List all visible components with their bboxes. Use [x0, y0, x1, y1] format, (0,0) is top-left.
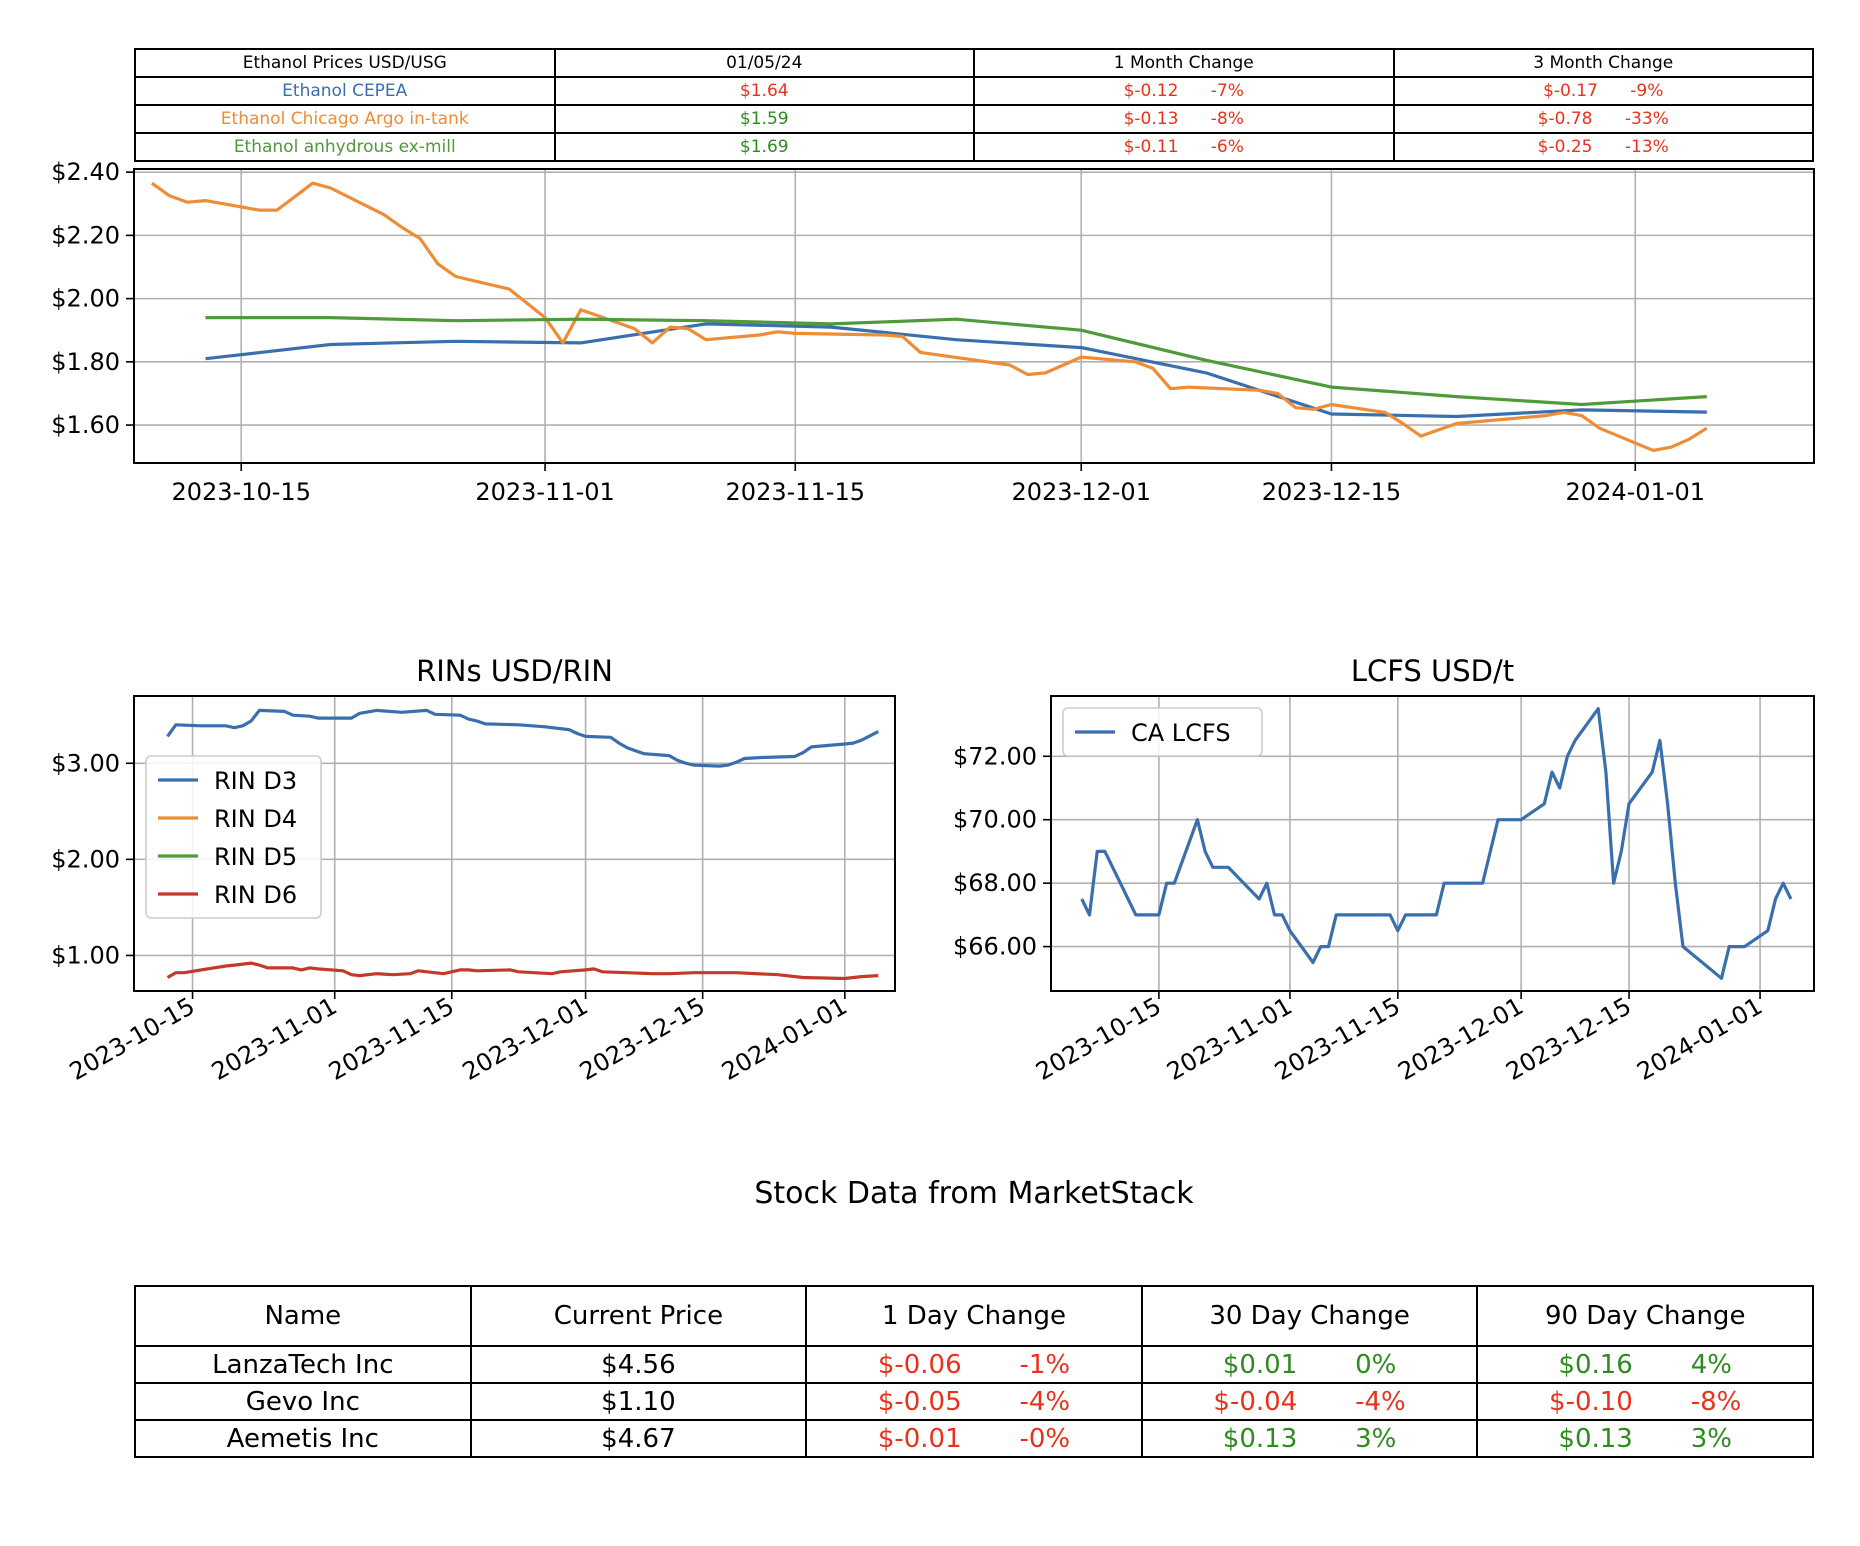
x-tick-label: 2023-10-15 — [65, 992, 200, 1086]
ethanol-row-price: $1.69 — [553, 132, 975, 162]
legend: RIN D3 RIN D4 RIN D5 RIN D6 — [145, 755, 322, 919]
table-row: Ethanol anhydrous ex-mill $1.69 $-0.11 -… — [134, 132, 1814, 162]
ethanol-row-1m-change: $-0.13 -8% — [973, 104, 1395, 134]
legend-box — [1062, 707, 1263, 757]
x-tick-label: 2023-11-15 — [726, 478, 865, 506]
chart-title: RINs USD/RIN — [416, 654, 613, 688]
series-line-rin-d6 — [166, 961, 879, 981]
plot-frame — [1050, 695, 1815, 992]
table-row: Ethanol CEPEA $1.64 $-0.12 -7% $-0.17 -9… — [134, 76, 1814, 106]
lcfs-chart: $66.00$68.00$70.00$72.002023-10-152023-1… — [953, 654, 1815, 1086]
ethanol-row-name: Ethanol anhydrous ex-mill — [134, 132, 556, 162]
ethanol-row-3m-change: $-0.78 -33% — [1392, 104, 1814, 134]
stock-1d-change: $-0.06 -1% — [805, 1345, 1143, 1384]
stock-name: Aemetis Inc — [134, 1419, 472, 1458]
x-tick-label: 2023-12-01 — [1011, 478, 1150, 506]
y-tick-label: $66.00 — [953, 933, 1037, 961]
stock-table: Name Current Price 1 Day Change 30 Day C… — [134, 1285, 1814, 1458]
x-tick-label: 2023-10-15 — [171, 478, 310, 506]
legend-label: RIN D3 — [214, 767, 297, 795]
x-tick-label: 2023-12-15 — [575, 992, 710, 1086]
x-tick-label: 2023-12-15 — [1262, 478, 1401, 506]
stock-90d-change: $0.16 4% — [1476, 1345, 1814, 1384]
ethanol-chart: $1.60 $1.80 $2.00 $2.20 $2.40 2023-10-15 2023-… — [51, 158, 1815, 506]
x-tick-label: 2023-11-01 — [475, 478, 614, 506]
ethanol-row-name: Ethanol Chicago Argo in-tank — [134, 104, 556, 134]
ethanol-table-header: Ethanol Prices USD/USG 01/05/24 1 Month … — [134, 48, 1814, 78]
ethanol-row-price: $1.59 — [553, 104, 975, 134]
ethanol-row-1m-change: $-0.12 -7% — [973, 76, 1395, 106]
x-tick-label: 2023-10-15 — [1031, 992, 1166, 1086]
ethanol-header-name: Ethanol Prices USD/USG — [134, 48, 556, 78]
ethanol-row-name: Ethanol CEPEA — [134, 76, 556, 106]
x-tick-label: 2023-12-01 — [458, 992, 593, 1086]
legend-label: CA LCFS — [1131, 719, 1231, 747]
stock-90d-change: $-0.10 -8% — [1476, 1382, 1814, 1421]
y-tick-label: $2.20 — [51, 221, 120, 249]
series-line-green — [205, 316, 1707, 407]
legend-label: RIN D4 — [214, 805, 297, 833]
ethanol-row-3m-change: $-0.25 -13% — [1392, 132, 1814, 162]
ethanol-header-1m: 1 Month Change — [973, 48, 1395, 78]
y-tick-label: $72.00 — [953, 742, 1037, 770]
stock-section-title: Stock Data from MarketStack — [754, 1176, 1194, 1211]
y-tick-label: $2.00 — [51, 845, 120, 873]
series-line-ca-lcfs — [1080, 707, 1793, 980]
ethanol-row-price: $1.64 — [553, 76, 975, 106]
stock-30d-change: $0.01 0% — [1140, 1345, 1479, 1384]
series-line-rin-d3 — [166, 708, 880, 768]
stock-30d-change: $0.13 3% — [1140, 1419, 1479, 1458]
x-tick-label: 2023-11-15 — [324, 992, 459, 1086]
y-tick-label: $2.00 — [51, 285, 120, 313]
stock-price: $4.67 — [469, 1419, 808, 1458]
legend-label: RIN D6 — [214, 881, 297, 909]
stock-header-90d: 90 Day Change — [1476, 1285, 1814, 1347]
y-tick-label: $2.40 — [51, 158, 120, 186]
stock-1d-change: $-0.01 -0% — [805, 1419, 1143, 1458]
ethanol-price-table: Ethanol Prices USD/USG 01/05/24 1 Month … — [134, 48, 1814, 162]
stock-header-1d: 1 Day Change — [805, 1285, 1143, 1347]
x-tick-label: 2023-11-01 — [207, 992, 342, 1086]
stock-30d-change: $-0.04 -4% — [1140, 1382, 1479, 1421]
plot-frame — [133, 695, 896, 992]
y-tick-label: $1.60 — [51, 411, 120, 439]
table-row: LanzaTech Inc $4.56 $-0.06 -1% $0.01 0% … — [134, 1345, 1814, 1384]
table-row: Aemetis Inc $4.67 $-0.01 -0% $0.13 3% $0… — [134, 1419, 1814, 1458]
stock-header-price: Current Price — [469, 1285, 808, 1347]
plot-frame — [133, 168, 1815, 464]
ethanol-row-1m-change: $-0.11 -6% — [973, 132, 1395, 162]
ethanol-header-date: 01/05/24 — [553, 48, 975, 78]
y-tick-label: $3.00 — [51, 749, 120, 777]
stock-header-name: Name — [134, 1285, 472, 1347]
table-row: Gevo Inc $1.10 $-0.05 -4% $-0.04 -4% $-0… — [134, 1382, 1814, 1421]
y-tick-label: $68.00 — [953, 869, 1037, 897]
y-tick-label: $70.00 — [953, 806, 1037, 834]
series-line-orange — [150, 181, 1708, 452]
x-tick-label: 2024-01-01 — [717, 992, 852, 1086]
table-row: Ethanol Chicago Argo in-tank $1.59 $-0.1… — [134, 104, 1814, 134]
stock-table-header: Name Current Price 1 Day Change 30 Day C… — [134, 1285, 1814, 1347]
legend-box — [145, 755, 322, 919]
ethanol-row-3m-change: $-0.17 -9% — [1392, 76, 1814, 106]
x-tick-label: 2024-01-01 — [1632, 992, 1767, 1086]
x-tick-label: 2024-01-01 — [1566, 478, 1705, 506]
stock-header-30d: 30 Day Change — [1140, 1285, 1479, 1347]
series-line-blue — [205, 322, 1707, 419]
stock-name: LanzaTech Inc — [134, 1345, 472, 1384]
stock-name: Gevo Inc — [134, 1382, 472, 1421]
stock-price: $1.10 — [469, 1382, 808, 1421]
ethanol-header-3m: 3 Month Change — [1392, 48, 1814, 78]
stock-1d-change: $-0.05 -4% — [805, 1382, 1143, 1421]
stock-90d-change: $0.13 3% — [1476, 1419, 1814, 1458]
y-tick-label: $1.00 — [51, 941, 120, 969]
y-tick-label: $1.80 — [51, 348, 120, 376]
legend-label: RIN D5 — [214, 843, 297, 871]
legend: CA LCFS — [1062, 707, 1263, 757]
chart-title: LCFS USD/t — [1351, 654, 1514, 688]
stock-price: $4.56 — [469, 1345, 808, 1384]
